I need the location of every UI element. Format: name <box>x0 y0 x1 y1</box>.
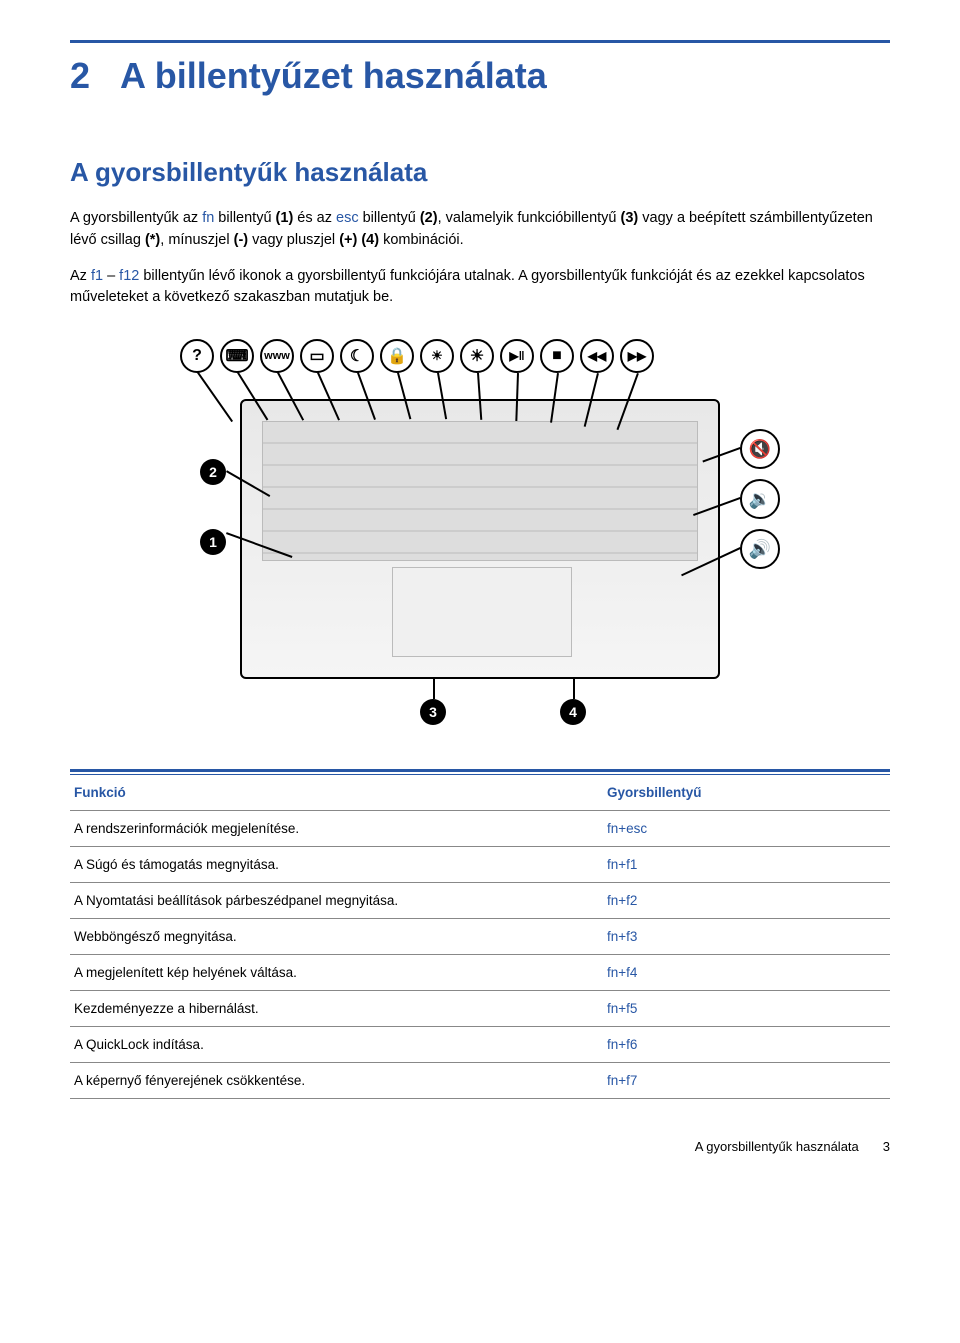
help-icon: ? <box>180 339 214 373</box>
table-row: A QuickLock indítása.fn+f6 <box>70 1027 890 1063</box>
touchpad-area <box>392 567 572 657</box>
func-cell: A rendszerinformációk megjelenítése. <box>70 811 603 847</box>
table-row: A megjelenített kép helyének váltása.fn+… <box>70 955 890 991</box>
intro-paragraph-1: A gyorsbillentyűk az fn billentyű (1) és… <box>70 208 890 252</box>
volume-down-icon: 🔉 <box>740 479 780 519</box>
section-title: A gyorsbillentyűk használata <box>70 157 890 188</box>
func-cell: Kezdeményezze a hibernálást. <box>70 991 603 1027</box>
www-icon: www <box>260 339 294 373</box>
print-icon: ⌨ <box>220 339 254 373</box>
callout-2: 2 <box>200 459 226 485</box>
func-cell: A Súgó és támogatás megnyitása. <box>70 847 603 883</box>
lead-line <box>433 679 435 699</box>
keyboard-area <box>262 421 698 561</box>
key-cell: fn+f4 <box>603 955 890 991</box>
page-footer: A gyorsbillentyűk használata 3 <box>70 1139 890 1154</box>
hotkey-table: Funkció Gyorsbillentyű A rendszerinformá… <box>70 775 890 1099</box>
function-key-icons-row: ? ⌨ www ▭ ☾ 🔒 ☀ ☀ ▶‖ ■ ◀◀ ▶▶ <box>180 339 654 373</box>
stop-icon: ■ <box>540 339 574 373</box>
func-cell: A QuickLock indítása. <box>70 1027 603 1063</box>
func-cell: Webböngésző megnyitása. <box>70 919 603 955</box>
key-cell: fn+f6 <box>603 1027 890 1063</box>
footer-page-number: 3 <box>883 1139 890 1154</box>
sleep-icon: ☾ <box>340 339 374 373</box>
table-row: Webböngésző megnyitása.fn+f3 <box>70 919 890 955</box>
key-cell: fn+f5 <box>603 991 890 1027</box>
table-row: Kezdeményezze a hibernálást.fn+f5 <box>70 991 890 1027</box>
key-cell: fn+f1 <box>603 847 890 883</box>
next-track-icon: ▶▶ <box>620 339 654 373</box>
display-switch-icon: ▭ <box>300 339 334 373</box>
callout-4: 4 <box>560 699 586 725</box>
table-row: A Súgó és támogatás megnyitása.fn+f1 <box>70 847 890 883</box>
table-row: A képernyő fényerejének csökkentése.fn+f… <box>70 1063 890 1099</box>
brightness-down-icon: ☀ <box>420 339 454 373</box>
chapter-title: 2 A billentyűzet használata <box>70 55 890 97</box>
chapter-heading: A billentyűzet használata <box>120 55 547 96</box>
col-hotkey: Gyorsbillentyű <box>603 775 890 811</box>
key-cell: fn+f7 <box>603 1063 890 1099</box>
lead-line <box>573 679 575 699</box>
volume-up-icon: 🔊 <box>740 529 780 569</box>
brightness-up-icon: ☀ <box>460 339 494 373</box>
footer-section-title: A gyorsbillentyűk használata <box>695 1139 859 1154</box>
key-cell: fn+esc <box>603 811 890 847</box>
play-pause-icon: ▶‖ <box>500 339 534 373</box>
volume-icons-column: 🔇 🔉 🔊 <box>740 429 780 569</box>
table-row: A rendszerinformációk megjelenítése.fn+e… <box>70 811 890 847</box>
table-row: A Nyomtatási beállítások párbeszédpanel … <box>70 883 890 919</box>
f12-label: f12 <box>119 268 139 284</box>
chapter-number: 2 <box>70 55 90 96</box>
table-top-rule-thick <box>70 769 890 772</box>
lead-line <box>197 372 233 422</box>
table-header-row: Funkció Gyorsbillentyű <box>70 775 890 811</box>
f1-label: f1 <box>91 268 103 284</box>
key-cell: fn+f2 <box>603 883 890 919</box>
lock-icon: 🔒 <box>380 339 414 373</box>
func-cell: A Nyomtatási beállítások párbeszédpanel … <box>70 883 603 919</box>
key-cell: fn+f3 <box>603 919 890 955</box>
func-cell: A megjelenített kép helyének váltása. <box>70 955 603 991</box>
chapter-top-rule <box>70 40 890 43</box>
mute-icon: 🔇 <box>740 429 780 469</box>
fn-key-label: fn <box>202 210 214 226</box>
prev-track-icon: ◀◀ <box>580 339 614 373</box>
document-page: 2 A billentyűzet használata A gyorsbille… <box>0 0 960 1184</box>
col-function: Funkció <box>70 775 603 811</box>
callout-3: 3 <box>420 699 446 725</box>
intro-paragraph-2: Az f1 – f12 billentyűn lévő ikonok a gyo… <box>70 266 890 310</box>
laptop-illustration <box>240 399 720 679</box>
callout-1: 1 <box>200 529 226 555</box>
func-cell: A képernyő fényerejének csökkentése. <box>70 1063 603 1099</box>
esc-key-label: esc <box>336 210 359 226</box>
keyboard-diagram: ? ⌨ www ▭ ☾ 🔒 ☀ ☀ ▶‖ ■ ◀◀ ▶▶ 🔇 🔉 🔊 <box>70 339 890 729</box>
